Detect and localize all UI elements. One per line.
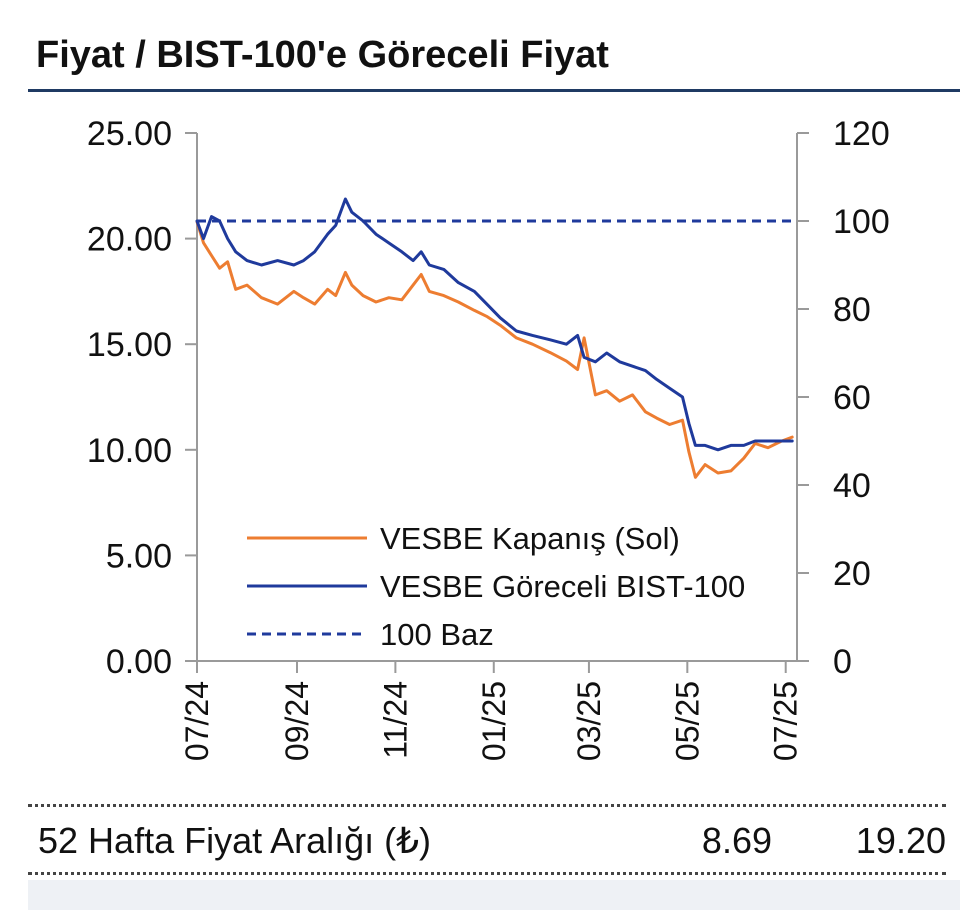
x-tick-label: 11/24 <box>377 681 413 759</box>
y-right-tick-label: 20 <box>833 555 871 593</box>
x-tick-label: 07/24 <box>179 681 215 761</box>
chart-ticks: 25.00 20.00 15.00 10.00 5.00 0.00 120 100 80 60 40… <box>87 115 890 761</box>
x-tick-label: 05/25 <box>669 681 705 761</box>
y-left-tick-label: 25.00 <box>87 115 172 153</box>
y-right-tick-label: 100 <box>833 203 890 241</box>
chart-legend: VESBE Kapanış (Sol) VESBE Göreceli BIST-1… <box>247 521 745 652</box>
y-left-tick-label: 20.00 <box>87 221 172 259</box>
series-line <box>195 197 794 452</box>
x-tick-label: 01/25 <box>476 681 512 761</box>
x-tick-label: 09/24 <box>279 681 315 761</box>
chart-title: Fiyat / BIST-100'e Göreceli Fiyat <box>36 34 609 76</box>
footer-bottom-divider <box>28 872 946 875</box>
y-right-tick-label: 60 <box>833 379 871 417</box>
y-right-tick-label: 40 <box>833 467 871 505</box>
title-underline <box>28 89 960 92</box>
y-right-tick-label: 0 <box>833 643 852 681</box>
y-left-tick-label: 5.00 <box>106 537 172 575</box>
footer-band <box>28 880 960 910</box>
y-left-tick-label: 15.00 <box>87 326 172 364</box>
x-tick-label: 03/25 <box>571 681 607 761</box>
y-right-tick-label: 80 <box>833 291 871 329</box>
price-chart: 25.00 20.00 15.00 10.00 5.00 0.00 120 100 80 60 40… <box>87 115 890 761</box>
range-high-value: 19.20 <box>855 820 946 861</box>
y-left-tick-label: 10.00 <box>87 432 172 470</box>
legend-label: VESBE Kapanış (Sol) <box>380 521 680 556</box>
footer-top-divider <box>28 804 946 807</box>
series-line <box>195 220 794 479</box>
range-low-value: 8.69 <box>701 820 772 861</box>
legend-label: 100 Baz <box>380 617 494 652</box>
x-tick-label: 07/25 <box>768 681 804 761</box>
legend-label: VESBE Göreceli BIST-100 <box>380 569 745 604</box>
chart-series <box>195 197 794 479</box>
range-label: 52 Hafta Fiyat Aralığı (₺) <box>38 820 432 861</box>
y-right-tick-label: 120 <box>833 115 890 153</box>
y-left-tick-label: 0.00 <box>106 643 172 681</box>
